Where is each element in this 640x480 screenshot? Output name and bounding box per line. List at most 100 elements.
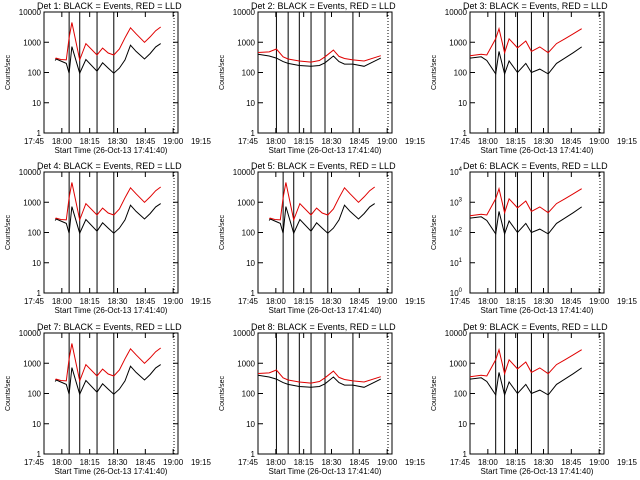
panel-9: Det 9: BLACK = Events, RED = LLD 17:45 18:… [431,322,638,476]
x-tick-label: 19:15 [617,297,638,306]
x-tick-label: 18:00 [266,297,287,306]
x-axis-label: Start Time (26-Oct-13 17:41:40) [269,146,382,155]
x-tick-label: 18:30 [321,297,342,306]
y-tick-label: 10000 [19,329,42,338]
panel-7: Det 7: BLACK = Events, RED = LLD 17:45 18:… [5,322,212,476]
y-axis-label: Counts/sec [5,214,12,250]
x-tick-label: 18:30 [321,458,342,467]
x-tick-label: 18:45 [561,297,582,306]
plot-frame [257,171,393,294]
x-tick-label: 18:00 [52,458,73,467]
panel-title: Det 5: BLACK = Events, RED = LLD [251,161,396,171]
x-tick-label: 19:00 [589,297,610,306]
plot-frame [43,171,179,294]
panel-title: Det 4: BLACK = Events, RED = LLD [37,161,182,171]
y-tick-label: 1 [37,289,42,298]
x-tick-label: 19:00 [589,458,610,467]
x-tick-label: 18:15 [294,297,315,306]
plot-frame [469,171,605,294]
panel-title: Det 7: BLACK = Events, RED = LLD [37,322,182,332]
panel-2: Det 2: BLACK = Events, RED = LLD 17:45 18:… [219,1,426,155]
panel-8: Det 8: BLACK = Events, RED = LLD 17:45 18:… [219,322,426,476]
x-tick-label: 18:30 [533,458,554,467]
y-tick-label: 100 [242,69,256,78]
x-tick-label: 19:15 [617,137,638,146]
x-tick-label: 19:00 [163,458,184,467]
y-tick-label: 101 [450,258,463,268]
x-tick-label: 19:15 [405,297,426,306]
plot-frame [469,11,605,134]
x-tick-label: 18:00 [478,137,499,146]
y-tick-label: 10000 [19,8,42,17]
x-tick-label: 19:00 [377,458,398,467]
x-tick-label: 19:15 [405,137,426,146]
y-tick-label: 100 [28,69,42,78]
x-tick-label: 18:15 [294,458,315,467]
x-tick-label: 19:00 [377,297,398,306]
x-tick-label: 19:15 [617,458,638,467]
lld-series-line [257,369,381,384]
y-tick-label: 10 [246,259,255,268]
events-series-line [469,206,582,236]
y-tick-label: 10000 [445,329,468,338]
plot-frame [43,332,179,455]
lld-series-line [269,182,375,222]
panel-title: Det 2: BLACK = Events, RED = LLD [251,1,396,11]
x-tick-label: 18:45 [561,137,582,146]
x-tick-label: 18:00 [52,297,73,306]
x-tick-label: 17:45 [24,137,45,146]
y-axis-label: Counts/sec [431,375,438,411]
x-tick-label: 17:45 [450,137,471,146]
y-tick-label: 10 [246,420,255,429]
y-tick-exponent: 1 [459,258,463,264]
x-tick-label: 18:45 [135,458,156,467]
events-series-line [257,374,382,388]
y-axis-label: Counts/sec [219,54,226,90]
y-tick-label: 1000 [23,38,41,47]
lld-series-line [257,48,381,63]
y-tick-label: 10000 [233,8,256,17]
x-tick-label: 18:15 [506,458,527,467]
lld-series-line [469,186,582,217]
panel-title: Det 1: BLACK = Events, RED = LLD [37,1,182,11]
lld-series-line [55,182,161,222]
events-series-line [469,367,582,397]
y-tick-label: 1000 [449,38,467,47]
y-tick-label: 10 [32,259,41,268]
plot-frame [469,332,605,455]
y-axis-label: Counts/sec [5,375,12,411]
y-tick-label: 1 [463,450,468,459]
panel-title: Det 6: BLACK = Events, RED = LLD [463,161,608,171]
x-axis-label: Start Time (26-Oct-13 17:41:40) [55,467,168,476]
x-tick-label: 17:45 [238,297,259,306]
x-tick-label: 18:15 [80,297,101,306]
panel-title: Det 9: BLACK = Events, RED = LLD [463,322,608,332]
x-tick-label: 18:30 [533,137,554,146]
y-tick-label: 100 [28,229,42,238]
y-tick-label: 102 [450,228,463,238]
x-tick-label: 17:45 [24,458,45,467]
x-tick-label: 17:45 [24,297,45,306]
y-tick-exponent: 3 [459,197,463,203]
y-tick-label: 1 [251,129,256,138]
lld-series-line [55,343,161,383]
x-tick-label: 18:00 [266,137,287,146]
y-axis-label: Counts/sec [219,214,226,250]
events-series-line [257,53,382,67]
x-tick-label: 19:15 [191,137,212,146]
y-tick-label: 10000 [445,8,468,17]
events-series-line [268,203,375,235]
x-tick-label: 17:45 [238,137,259,146]
y-tick-label: 1 [37,129,42,138]
panel-6: Det 6: BLACK = Events, RED = LLD 17:45 18:… [431,161,638,315]
events-series-line [469,46,582,76]
x-tick-label: 18:45 [135,297,156,306]
y-tick-exponent: 0 [459,288,463,294]
x-tick-label: 18:00 [266,458,287,467]
y-tick-label: 100 [242,390,256,399]
x-tick-label: 18:00 [478,458,499,467]
x-axis-label: Start Time (26-Oct-13 17:41:40) [55,146,168,155]
panel-title: Det 8: BLACK = Events, RED = LLD [251,322,396,332]
